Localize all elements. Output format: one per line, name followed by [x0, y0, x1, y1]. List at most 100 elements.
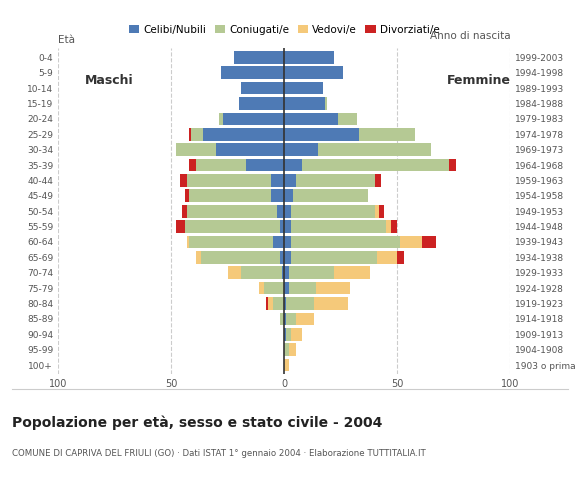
Bar: [314, 297, 347, 310]
Bar: [284, 236, 291, 248]
Bar: [291, 205, 375, 217]
Bar: [284, 66, 343, 79]
Bar: [223, 112, 284, 125]
Bar: [284, 312, 287, 325]
Bar: [359, 128, 415, 141]
Bar: [187, 236, 189, 248]
Bar: [284, 97, 325, 110]
Bar: [216, 144, 284, 156]
Bar: [289, 282, 316, 295]
Bar: [287, 312, 295, 325]
Bar: [390, 220, 397, 233]
Bar: [239, 97, 284, 110]
Legend: Celibi/Nubili, Coniugati/e, Vedovi/e, Divorziati/e: Celibi/Nubili, Coniugati/e, Vedovi/e, Di…: [125, 21, 444, 39]
Bar: [196, 159, 246, 171]
Bar: [221, 66, 284, 79]
Bar: [284, 159, 302, 171]
Bar: [284, 190, 293, 202]
Text: Maschi: Maschi: [85, 74, 134, 87]
Bar: [187, 205, 277, 217]
Bar: [284, 359, 289, 372]
Bar: [289, 266, 334, 279]
Bar: [184, 190, 189, 202]
Bar: [266, 297, 269, 310]
Bar: [316, 282, 350, 295]
Text: COMUNE DI CAPRIVA DEL FRIULI (GO) · Dati ISTAT 1° gennaio 2004 · Elaborazione TU: COMUNE DI CAPRIVA DEL FRIULI (GO) · Dati…: [12, 449, 425, 458]
Bar: [291, 220, 386, 233]
Bar: [377, 251, 397, 264]
Bar: [180, 174, 187, 187]
Bar: [397, 251, 404, 264]
Bar: [277, 205, 284, 217]
Bar: [284, 51, 334, 63]
Bar: [196, 251, 201, 264]
Text: Anno di nascita: Anno di nascita: [430, 32, 510, 41]
Bar: [269, 297, 273, 310]
Bar: [259, 282, 264, 295]
Bar: [219, 112, 223, 125]
Text: Popolazione per età, sesso e stato civile - 2004: Popolazione per età, sesso e stato civil…: [12, 415, 382, 430]
Bar: [201, 251, 280, 264]
Bar: [189, 128, 191, 141]
Bar: [422, 236, 436, 248]
Bar: [302, 159, 450, 171]
Bar: [189, 236, 273, 248]
Bar: [339, 112, 357, 125]
Bar: [184, 220, 280, 233]
Bar: [284, 344, 289, 356]
Bar: [284, 297, 287, 310]
Bar: [176, 220, 184, 233]
Bar: [386, 220, 390, 233]
Bar: [334, 266, 370, 279]
Bar: [287, 297, 314, 310]
Bar: [375, 205, 379, 217]
Bar: [450, 159, 456, 171]
Bar: [280, 312, 284, 325]
Bar: [375, 174, 382, 187]
Bar: [182, 205, 187, 217]
Bar: [273, 236, 284, 248]
Bar: [284, 128, 359, 141]
Bar: [191, 128, 203, 141]
Bar: [246, 159, 284, 171]
Bar: [227, 266, 241, 279]
Bar: [280, 251, 284, 264]
Bar: [284, 220, 291, 233]
Bar: [291, 328, 302, 341]
Bar: [189, 190, 271, 202]
Bar: [273, 297, 284, 310]
Bar: [271, 174, 284, 187]
Bar: [287, 328, 291, 341]
Bar: [234, 51, 284, 63]
Bar: [280, 220, 284, 233]
Bar: [284, 251, 291, 264]
Bar: [241, 266, 282, 279]
Bar: [271, 190, 284, 202]
Bar: [289, 344, 295, 356]
Bar: [284, 205, 291, 217]
Bar: [284, 112, 339, 125]
Text: Età: Età: [58, 35, 75, 45]
Bar: [284, 328, 287, 341]
Bar: [379, 205, 384, 217]
Bar: [187, 174, 271, 187]
Bar: [203, 128, 284, 141]
Bar: [291, 251, 377, 264]
Bar: [295, 312, 314, 325]
Bar: [284, 82, 322, 95]
Bar: [400, 236, 422, 248]
Bar: [284, 174, 295, 187]
Bar: [284, 282, 289, 295]
Bar: [293, 190, 368, 202]
Bar: [282, 266, 284, 279]
Bar: [291, 236, 400, 248]
Bar: [325, 97, 327, 110]
Bar: [284, 266, 289, 279]
Text: Femmine: Femmine: [447, 74, 511, 87]
Bar: [295, 174, 375, 187]
Bar: [264, 282, 284, 295]
Bar: [189, 159, 196, 171]
Bar: [241, 82, 284, 95]
Bar: [318, 144, 431, 156]
Bar: [176, 144, 216, 156]
